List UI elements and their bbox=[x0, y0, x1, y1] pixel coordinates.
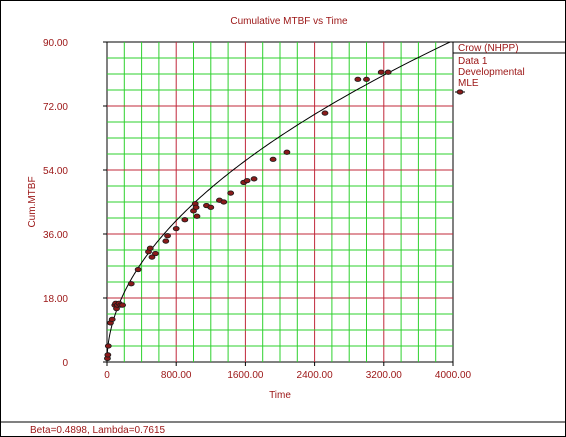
data-point bbox=[181, 217, 189, 223]
x-tick-label: 0 bbox=[104, 370, 110, 381]
data-point bbox=[172, 226, 180, 232]
y-tick-label: 18.00 bbox=[43, 294, 68, 305]
data-point bbox=[377, 69, 385, 75]
data-point bbox=[104, 343, 112, 349]
y-tick-label: 0 bbox=[62, 358, 68, 369]
x-axis-label: Time bbox=[269, 390, 291, 401]
data-point bbox=[250, 176, 258, 182]
data-point bbox=[134, 266, 142, 273]
data-point bbox=[152, 250, 159, 257]
data-point bbox=[363, 76, 370, 82]
y-tick-label: 72.00 bbox=[43, 102, 68, 113]
data-point bbox=[104, 352, 112, 358]
legend-title: Crow (NHPP) bbox=[458, 43, 519, 54]
data-point bbox=[283, 149, 291, 155]
axis-ticks: 0 800.00 1600.00 2400.00 3200.00 4000.00 0 18.0… bbox=[43, 38, 472, 381]
data-point bbox=[119, 302, 126, 308]
legend-entry-type: Developmental bbox=[458, 67, 525, 78]
data-point bbox=[127, 281, 135, 287]
data-point bbox=[269, 156, 277, 162]
x-tick-label: 2400.00 bbox=[297, 370, 334, 381]
legend-entry-data: Data 1 bbox=[458, 56, 488, 67]
y-tick-label: 54.00 bbox=[43, 166, 68, 177]
data-point bbox=[384, 69, 392, 75]
legend-entry-method: MLE bbox=[458, 78, 479, 89]
data-points bbox=[104, 69, 392, 362]
data-point bbox=[148, 254, 156, 260]
x-tick-label: 800.00 bbox=[161, 370, 192, 381]
chart-title: Cumulative MTBF vs Time bbox=[230, 16, 348, 27]
data-point bbox=[243, 178, 251, 184]
data-point bbox=[108, 316, 116, 322]
legend-marker-point bbox=[456, 89, 464, 95]
fit-parameters: Beta=0.4898, Lambda=0.7615 bbox=[30, 425, 166, 436]
data-point bbox=[146, 245, 154, 251]
data-point bbox=[220, 199, 228, 205]
data-point bbox=[193, 213, 201, 219]
y-tick-label: 90.00 bbox=[43, 38, 68, 49]
data-point bbox=[207, 204, 215, 210]
data-point bbox=[162, 238, 170, 244]
data-point bbox=[164, 233, 171, 239]
plot-grid bbox=[107, 42, 453, 362]
x-tick-label: 1600.00 bbox=[227, 370, 264, 381]
data-point bbox=[192, 204, 200, 210]
data-point bbox=[227, 190, 235, 196]
x-tick-label: 4000.00 bbox=[435, 370, 472, 381]
y-axis-label: Cum.MTBF bbox=[27, 176, 38, 227]
y-tick-label: 36.00 bbox=[43, 230, 68, 241]
data-point bbox=[354, 76, 362, 82]
x-tick-label: 3200.00 bbox=[366, 370, 403, 381]
data-point bbox=[321, 110, 329, 116]
